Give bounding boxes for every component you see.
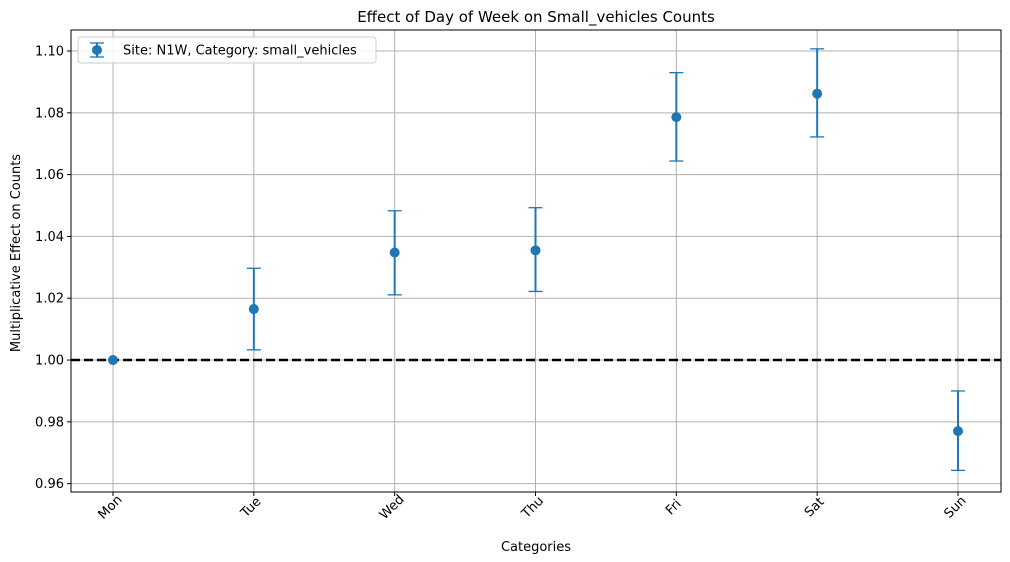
- y-tick-label: 1.06: [35, 168, 64, 183]
- legend: Site: N1W, Category: small_vehicles: [77, 36, 377, 64]
- x-tick-label: Thu: [518, 494, 547, 523]
- data-point: [812, 88, 823, 99]
- data-point: [530, 245, 541, 256]
- data-point: [953, 426, 963, 437]
- x-tick-label: Fri: [663, 497, 685, 519]
- axes-frame: [70, 29, 1002, 493]
- x-tick-label: Sat: [802, 495, 828, 521]
- y-axis-label: Multiplicative Effect on Counts: [9, 154, 24, 352]
- y-tick-label: 0.98: [35, 415, 64, 430]
- y-tick-label: 1.04: [35, 230, 64, 245]
- data-point: [248, 304, 259, 315]
- y-tick-label: 0.96: [35, 477, 64, 492]
- x-tick-label: Mon: [96, 493, 126, 523]
- x-tick-label: Tue: [237, 494, 264, 521]
- legend-box: [77, 36, 377, 64]
- plot-area: Mon Tue Wed Thu Fri Sat Sun 0.96 0.98 1.00 1.02 1.0…: [35, 29, 1002, 523]
- x-axis-label: Categories: [501, 540, 571, 555]
- data-point: [389, 247, 400, 258]
- y-tick-label: 1.08: [35, 106, 64, 121]
- x-tick-label: Sun: [941, 493, 969, 521]
- y-tick-label: 1.02: [35, 292, 64, 307]
- x-tick-label: Wed: [377, 492, 408, 523]
- data-point: [108, 355, 118, 366]
- data-point: [671, 112, 682, 123]
- chart-title: Effect of Day of Week on Small_vehicles …: [357, 8, 715, 27]
- legend-label: Site: N1W, Category: small_vehicles: [123, 44, 357, 59]
- y-tick-label: 1.00: [35, 354, 64, 369]
- y-tick-label: 1.10: [35, 45, 64, 60]
- legend-marker: [92, 45, 102, 55]
